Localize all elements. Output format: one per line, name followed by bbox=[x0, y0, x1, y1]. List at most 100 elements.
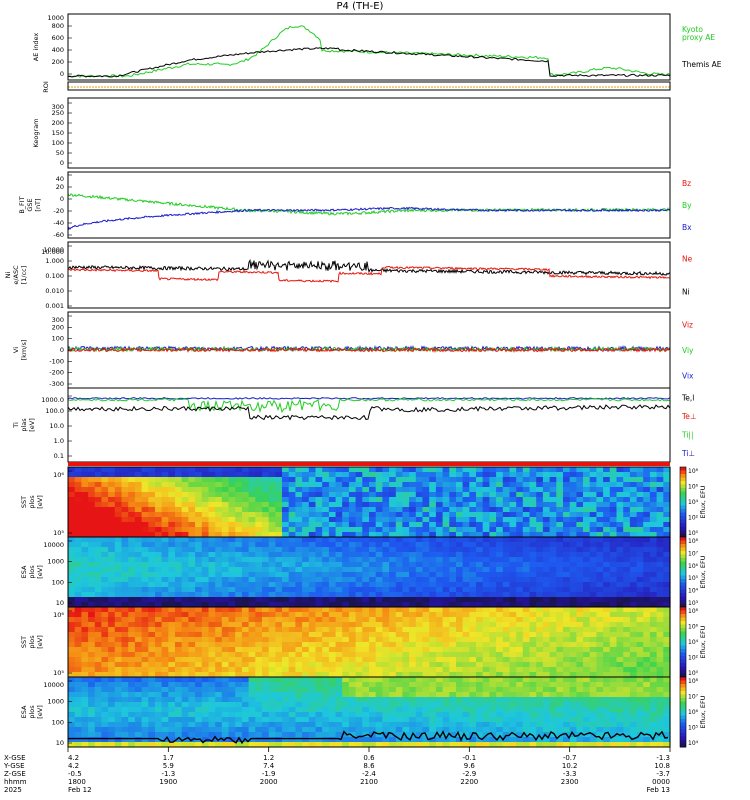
spectrogram-cell bbox=[369, 527, 377, 533]
spectrogram-cell bbox=[288, 617, 296, 623]
spectrogram-cell bbox=[549, 667, 557, 673]
spectrogram-cell bbox=[308, 577, 317, 583]
spectrogram-cell bbox=[175, 517, 183, 523]
spectrogram-cell bbox=[268, 577, 276, 583]
spectrogram-cell bbox=[422, 662, 430, 668]
spectrogram-cell bbox=[576, 567, 584, 573]
spectrogram-cell bbox=[248, 537, 256, 543]
spectrogram-cell bbox=[402, 552, 410, 558]
spectrogram-cell bbox=[134, 727, 143, 733]
colorbar-label: Eflux, EFU bbox=[699, 555, 707, 588]
spectrogram-cell bbox=[335, 612, 343, 618]
spectrogram-cell bbox=[502, 712, 511, 718]
spectrogram-cell bbox=[128, 472, 136, 478]
spectrogram-cell bbox=[295, 527, 303, 533]
spectrogram-cell bbox=[542, 562, 551, 568]
spectrogram-cell bbox=[649, 592, 658, 598]
spectrogram-cell bbox=[348, 692, 357, 698]
spectrogram-cell bbox=[201, 637, 210, 643]
spectrogram-cell bbox=[342, 467, 350, 473]
spectrogram-cell bbox=[509, 557, 517, 563]
spectrogram-cell bbox=[369, 697, 377, 703]
spectrogram-cell bbox=[221, 612, 230, 618]
spectrogram-cell bbox=[502, 647, 511, 653]
spectrogram-cell bbox=[415, 647, 424, 653]
spectrogram-cell bbox=[101, 592, 109, 598]
spectrogram-cell bbox=[248, 512, 256, 518]
spectrogram-cell bbox=[168, 722, 176, 728]
spectrogram-cell bbox=[456, 642, 464, 648]
spectrogram-cell bbox=[362, 592, 370, 598]
spectrogram-cell bbox=[603, 572, 611, 578]
spectrogram-cell bbox=[288, 717, 296, 723]
spectrogram-cell bbox=[589, 607, 597, 613]
spectrogram-cell bbox=[462, 567, 470, 573]
spectrogram-cell bbox=[362, 662, 370, 668]
spectrogram-cell bbox=[569, 587, 577, 593]
y-axis-label: GSE bbox=[26, 198, 34, 211]
spectrogram-cell bbox=[663, 512, 671, 518]
spectrogram-cell bbox=[228, 732, 236, 738]
spectrogram-cell bbox=[476, 737, 484, 743]
spectrogram-cell bbox=[509, 562, 517, 568]
spectrogram-cell bbox=[74, 622, 82, 628]
spectrogram-cell bbox=[148, 532, 156, 538]
spectrogram-cell bbox=[168, 482, 176, 488]
spectrogram-cell bbox=[128, 487, 136, 493]
spectrogram-cell bbox=[161, 662, 169, 668]
spectrogram-cell bbox=[382, 662, 390, 668]
spectrogram-cell bbox=[68, 567, 76, 573]
spectrogram-cell bbox=[315, 577, 323, 583]
spectrogram-cell bbox=[603, 672, 611, 678]
spectrogram-cell bbox=[268, 742, 276, 748]
spectrogram-cell bbox=[328, 577, 337, 583]
spectrogram-cell bbox=[609, 542, 618, 548]
spectrogram-cell bbox=[522, 552, 531, 558]
spectrogram-cell bbox=[556, 512, 564, 518]
spectrogram-cell bbox=[121, 532, 129, 538]
spectrogram-cell bbox=[235, 477, 243, 483]
spectrogram-cell bbox=[148, 637, 156, 643]
spectrogram-cell bbox=[596, 592, 604, 598]
spectrogram-cell bbox=[134, 627, 143, 633]
spectrogram-cell bbox=[496, 552, 504, 558]
spectrogram-cell bbox=[335, 537, 343, 543]
spectrogram-cell bbox=[114, 727, 123, 733]
colorbar-step bbox=[680, 656, 686, 660]
spectrogram-cell bbox=[395, 587, 404, 593]
spectrogram-cell bbox=[502, 562, 511, 568]
spectrogram-cell bbox=[302, 502, 310, 508]
spectrogram-cell bbox=[435, 482, 444, 488]
spectrogram-cell bbox=[108, 572, 116, 578]
spectrogram-cell bbox=[362, 552, 370, 558]
spectrogram-cell bbox=[94, 582, 103, 588]
spectrogram-cell bbox=[643, 652, 651, 658]
spectrogram-cell bbox=[476, 597, 484, 603]
spectrogram-cell bbox=[375, 467, 383, 473]
spectrogram-cell bbox=[415, 472, 424, 478]
spectrogram-cell bbox=[355, 477, 363, 483]
spectrogram-cell bbox=[342, 582, 350, 588]
spectrogram-cell bbox=[81, 667, 89, 673]
spectrogram-cell bbox=[342, 632, 350, 638]
spectrogram-cell bbox=[175, 657, 183, 663]
y-tick-label: 50 bbox=[56, 149, 64, 157]
spectrogram-cell bbox=[181, 517, 189, 523]
spectrogram-cell bbox=[282, 622, 290, 628]
spectrogram-cell bbox=[435, 612, 444, 618]
spectrogram-cell bbox=[195, 467, 203, 473]
spectrogram-cell bbox=[134, 592, 143, 598]
spectrogram-cell bbox=[422, 562, 430, 568]
spectrogram-cell bbox=[542, 487, 551, 493]
spectrogram-cell bbox=[215, 532, 223, 538]
spectrogram-cell bbox=[275, 482, 283, 488]
spectrogram-cell bbox=[395, 607, 404, 613]
spectrogram-cell bbox=[522, 672, 531, 678]
spectrogram-cell bbox=[656, 492, 664, 498]
spectrogram-cell bbox=[502, 732, 511, 738]
spectrogram-cell bbox=[429, 732, 437, 738]
spectrogram-cell bbox=[128, 527, 136, 533]
y-axis-label: plos bbox=[28, 495, 36, 509]
spectrogram-cell bbox=[208, 597, 216, 603]
spectrogram-cell bbox=[409, 482, 417, 488]
